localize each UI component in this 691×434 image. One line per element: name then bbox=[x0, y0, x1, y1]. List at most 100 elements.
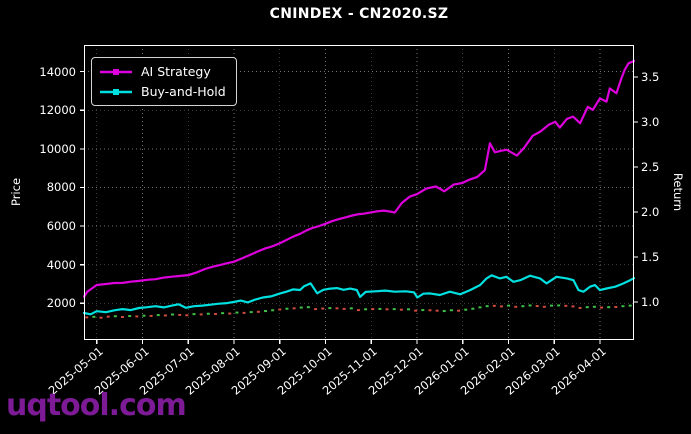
candle-down-marker bbox=[514, 305, 518, 308]
plot-border bbox=[83, 44, 635, 341]
candle-down-marker bbox=[571, 305, 575, 308]
candle-up-marker bbox=[550, 304, 553, 307]
candle-up-marker bbox=[507, 304, 511, 307]
candle-down-marker bbox=[314, 308, 318, 311]
candle-down-marker bbox=[135, 315, 139, 318]
legend-line-marker-icon bbox=[100, 68, 132, 75]
candle-up-marker bbox=[449, 309, 453, 312]
candle-down-marker bbox=[99, 316, 103, 319]
candle-up-marker bbox=[621, 305, 625, 308]
return-tick-label: 1.0 bbox=[641, 295, 660, 310]
candle-down-marker bbox=[85, 316, 89, 319]
legend: AI Strategy Buy-and-Hold bbox=[91, 57, 237, 106]
price-tick-label: 6000 bbox=[46, 219, 76, 234]
legend-label: AI Strategy bbox=[141, 64, 211, 79]
candle-down-marker bbox=[163, 314, 167, 317]
candle-up-marker bbox=[264, 310, 267, 313]
candle-up-marker bbox=[585, 306, 589, 309]
candle-up-marker bbox=[142, 314, 146, 317]
candle-up-marker bbox=[478, 306, 482, 309]
candle-up-marker bbox=[349, 307, 353, 310]
price-tick-label: 8000 bbox=[46, 180, 76, 195]
candle-up-marker bbox=[249, 311, 253, 314]
candle-down-marker bbox=[106, 315, 110, 318]
price-tick-label: 2000 bbox=[46, 296, 76, 311]
candle-up-marker bbox=[328, 307, 332, 310]
candle-down-marker bbox=[385, 308, 389, 311]
candle-down-marker bbox=[121, 316, 124, 319]
return-tick-label: 3.0 bbox=[641, 115, 660, 130]
price-tick-label: 14000 bbox=[39, 64, 76, 79]
candle-down-marker bbox=[399, 308, 403, 311]
price-tick-label: 12000 bbox=[39, 103, 76, 118]
candle-up-marker bbox=[92, 315, 96, 318]
candle-up-marker bbox=[221, 312, 225, 315]
watermark: uqtool.com bbox=[6, 388, 187, 423]
candle-down-marker bbox=[492, 304, 496, 307]
candle-up-marker bbox=[156, 314, 160, 317]
candle-up-marker bbox=[392, 308, 396, 311]
return-tick-label: 3.5 bbox=[641, 70, 660, 85]
chart-title: CNINDEX - CN2020.SZ bbox=[269, 6, 449, 22]
candle-down-marker bbox=[535, 305, 539, 308]
candle-up-marker bbox=[128, 315, 132, 318]
candle-down-marker bbox=[256, 310, 260, 313]
candle-up-marker bbox=[607, 306, 611, 309]
candle-down-marker bbox=[242, 311, 246, 314]
candle-up-marker bbox=[471, 307, 475, 310]
candle-down-marker bbox=[428, 309, 432, 312]
legend-line-marker-icon bbox=[100, 88, 132, 95]
return-tick-label: 1.5 bbox=[641, 250, 660, 265]
candle-down-marker bbox=[149, 314, 153, 317]
legend-entry: Buy-and-Hold bbox=[99, 82, 226, 101]
candle-down-marker bbox=[435, 309, 439, 312]
return-tick-label: 2.5 bbox=[641, 160, 660, 175]
candle-down-marker bbox=[371, 308, 375, 311]
legend-entry: AI Strategy bbox=[99, 62, 226, 81]
candle-down-marker bbox=[185, 314, 189, 317]
candle-up-marker bbox=[521, 305, 525, 308]
candle-up-marker bbox=[407, 308, 410, 311]
candle-down-marker bbox=[278, 308, 282, 311]
candle-down-marker bbox=[578, 306, 582, 309]
candle-down-marker bbox=[564, 304, 568, 307]
candle-down-marker bbox=[457, 309, 461, 312]
price-tick-label: 10000 bbox=[39, 141, 76, 156]
candle-down-marker bbox=[335, 307, 339, 310]
candle-down-marker bbox=[199, 313, 203, 316]
candle-down-marker bbox=[614, 305, 618, 308]
candle-up-marker bbox=[464, 308, 468, 311]
candle-down-marker bbox=[499, 305, 503, 308]
candle-up-marker bbox=[285, 307, 289, 310]
candle-down-marker bbox=[356, 309, 360, 312]
return-tick-label: 2.0 bbox=[641, 205, 660, 220]
series-line-ai-strategy bbox=[82, 59, 636, 298]
candle-down-marker bbox=[542, 305, 546, 308]
candle-down-marker bbox=[292, 307, 296, 310]
candle-down-marker bbox=[228, 312, 232, 315]
candle-up-marker bbox=[628, 304, 632, 307]
candle-down-marker bbox=[213, 313, 217, 316]
candle-down-marker bbox=[600, 306, 604, 309]
candle-up-marker bbox=[442, 310, 446, 313]
candle-up-marker bbox=[271, 309, 275, 312]
series-line-buy-and-hold bbox=[82, 274, 636, 316]
candle-up-marker bbox=[485, 305, 489, 308]
candle-up-marker bbox=[306, 306, 310, 309]
candle-up-marker bbox=[528, 304, 532, 307]
legend-label: Buy-and-Hold bbox=[141, 84, 226, 99]
candle-up-marker bbox=[235, 311, 239, 314]
candle-up-marker bbox=[192, 313, 196, 316]
candle-up-marker bbox=[113, 315, 117, 318]
candle-down-marker bbox=[342, 307, 346, 310]
candle-up-marker bbox=[378, 307, 382, 310]
candle-up-marker bbox=[592, 305, 596, 308]
candle-up-marker bbox=[206, 312, 210, 315]
candle-up-marker bbox=[421, 309, 425, 312]
candle-up-marker bbox=[557, 304, 561, 307]
candle-up-marker bbox=[171, 313, 175, 316]
price-tick-label: 4000 bbox=[46, 257, 76, 272]
candle-up-marker bbox=[364, 308, 368, 311]
